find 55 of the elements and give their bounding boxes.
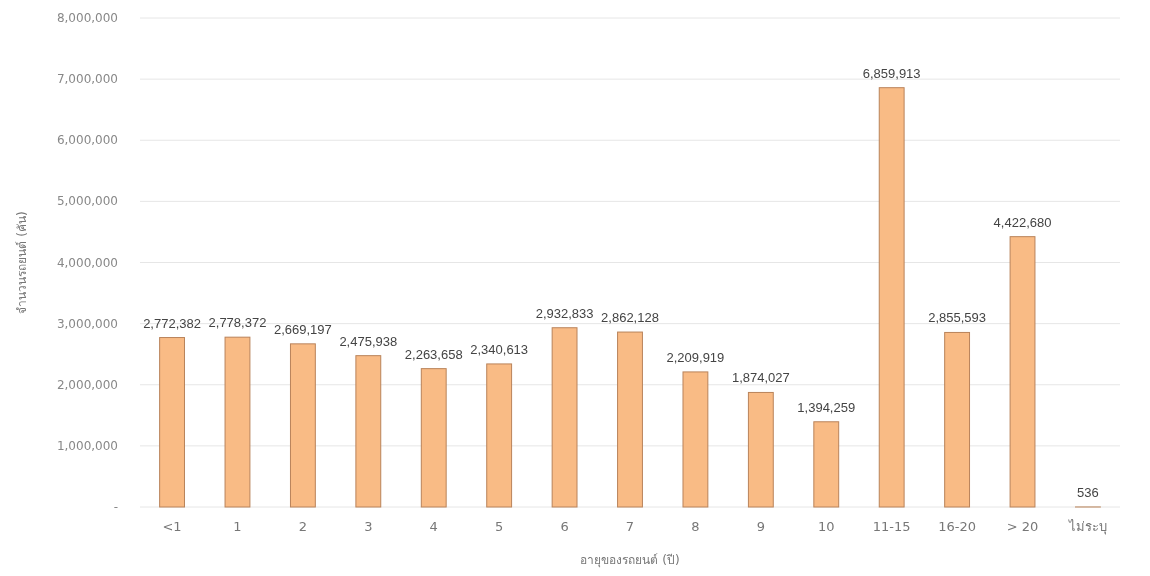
data-label: 2,340,613 (470, 341, 529, 357)
x-tick-label: <1 (162, 519, 182, 534)
data-label: 2,669,197 (273, 321, 332, 337)
x-tick-label: 9 (756, 519, 765, 534)
bar (944, 331, 971, 508)
bar (878, 87, 905, 508)
y-tick-label: 8,000,000 (56, 11, 118, 25)
data-label: 536 (1077, 484, 1099, 500)
y-tick-label: 6,000,000 (56, 133, 118, 148)
data-label: 2,209,919 (666, 349, 725, 365)
bar (224, 336, 251, 508)
data-label: 4,422,680 (993, 214, 1052, 230)
x-tick-label: ไม่ระบุ (1067, 519, 1107, 535)
bar (159, 337, 185, 508)
y-tick-label: - (113, 500, 118, 514)
data-label: 2,263,658 (404, 346, 463, 362)
y-tick-label: 2,000,000 (56, 377, 118, 392)
data-label: 1,874,027 (731, 370, 790, 386)
x-tick-label: 7 (625, 519, 635, 534)
y-tick-label: 3,000,000 (56, 316, 118, 331)
data-label: 2,772,382 (143, 315, 201, 331)
bar (551, 327, 578, 508)
x-tick-label: 11-15 (872, 519, 911, 534)
data-label: 6,859,913 (862, 65, 921, 81)
bar (813, 421, 840, 508)
data-label: 2,778,372 (208, 315, 267, 331)
bar (682, 371, 709, 508)
y-tick-label: 5,000,000 (56, 194, 118, 209)
bar (617, 331, 643, 508)
bar (1009, 236, 1036, 508)
data-label: 1,394,259 (797, 399, 856, 415)
x-tick-label: 5 (495, 519, 504, 534)
data-label: 2,855,593 (928, 310, 987, 326)
data-label: 2,862,128 (601, 310, 659, 326)
x-tick-label: 4 (429, 519, 438, 534)
y-axis-title: จำนวนรถยนต์ (คัน) (15, 211, 29, 314)
x-tick-label: 10 (817, 519, 835, 534)
x-tick-label: 3 (364, 519, 373, 534)
x-tick-label: 6 (560, 519, 569, 534)
x-tick-label: 8 (691, 519, 700, 534)
x-axis-title: อายุของรถยนต์ (ปี) (580, 553, 680, 568)
bar (747, 391, 774, 508)
y-tick-label: 7,000,000 (56, 72, 118, 87)
bar (355, 355, 382, 508)
bar (486, 363, 513, 508)
bar (289, 343, 316, 508)
data-label: 2,475,938 (339, 333, 398, 349)
x-tick-label: > 20 (1006, 519, 1039, 534)
x-tick-label: 2 (298, 519, 308, 534)
y-tick-label: 1,000,000 (56, 438, 118, 453)
x-tick-label: 1 (233, 519, 242, 534)
data-label: 2,932,833 (535, 305, 594, 321)
y-tick-label: 4,000,000 (56, 255, 118, 270)
x-tick-label: 16-20 (938, 519, 976, 534)
bar (420, 368, 447, 508)
